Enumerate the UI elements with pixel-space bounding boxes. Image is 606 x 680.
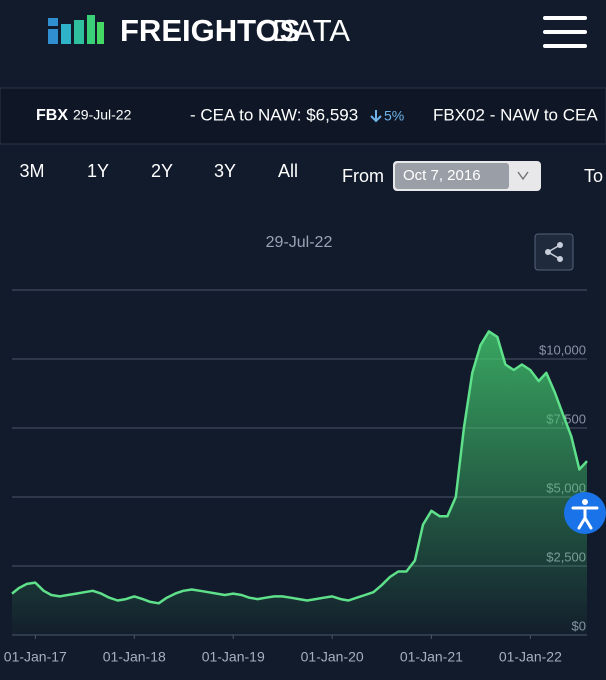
menu-bar [543, 16, 587, 20]
ticker-change: 5% [384, 108, 404, 124]
x-tick-label: 01-Jan-22 [499, 649, 562, 665]
x-tick-label: 01-Jan-18 [103, 649, 166, 665]
menu-bar [543, 30, 587, 34]
ticker-bar [0, 87, 606, 145]
y-tick-label: $10,000 [539, 342, 586, 357]
to-label: To [584, 166, 603, 186]
logo[interactable]: FREIGHTOS DATA [48, 13, 350, 48]
from-date: Oct 7, 2016 [403, 167, 481, 184]
share-box [534, 233, 574, 271]
logo-block [48, 18, 58, 26]
range-button[interactable]: 3M [19, 161, 44, 181]
date-picker-field [395, 163, 509, 189]
share-button[interactable] [534, 233, 574, 271]
line [11, 330, 588, 605]
ticker-date: 29-Jul-22 [73, 107, 132, 123]
logo-block [48, 29, 58, 44]
ticker-index: FBX [36, 107, 68, 124]
x-tick-label: 01-Jan-19 [202, 649, 265, 665]
accessibility-icon [571, 506, 599, 530]
range-button[interactable]: 3Y [214, 161, 236, 181]
chart-title: 29-Jul-22 [266, 234, 333, 251]
share-lines [546, 244, 561, 260]
ticker-item[interactable]: - CEA to NAW: $6,593 [190, 105, 358, 124]
ticker-item[interactable]: FBX02 - NAW to CEA [433, 105, 598, 124]
chart: $0$2,500$5,000$7,500$10,00001-Jan-1701-J… [4, 330, 588, 665]
dropdown-caret [517, 171, 529, 181]
range-button[interactable]: 2Y [151, 161, 173, 181]
menu-button[interactable] [543, 16, 587, 48]
logo-block [87, 15, 95, 44]
range-button[interactable]: All [278, 161, 298, 181]
accessibility-icon [582, 499, 588, 505]
logo-block [74, 20, 84, 44]
menu-bar [543, 44, 587, 48]
brand-suffix: DATA [272, 13, 350, 48]
x-tick-label: 01-Jan-20 [301, 649, 364, 665]
down-arrow [370, 110, 382, 123]
brand: FREIGHTOS [120, 13, 300, 48]
x-tick-label: 01-Jan-21 [400, 649, 463, 665]
range-buttons: 3M 1Y 2Y 3Y All [19, 161, 298, 181]
x-tick-label: 01-Jan-17 [4, 649, 67, 665]
logo-block [61, 24, 71, 44]
from-label: From [342, 166, 384, 186]
area [12, 331, 587, 635]
range-button[interactable]: 1Y [87, 161, 109, 181]
logo-block [97, 22, 104, 44]
accessibility-button[interactable] [564, 492, 606, 534]
